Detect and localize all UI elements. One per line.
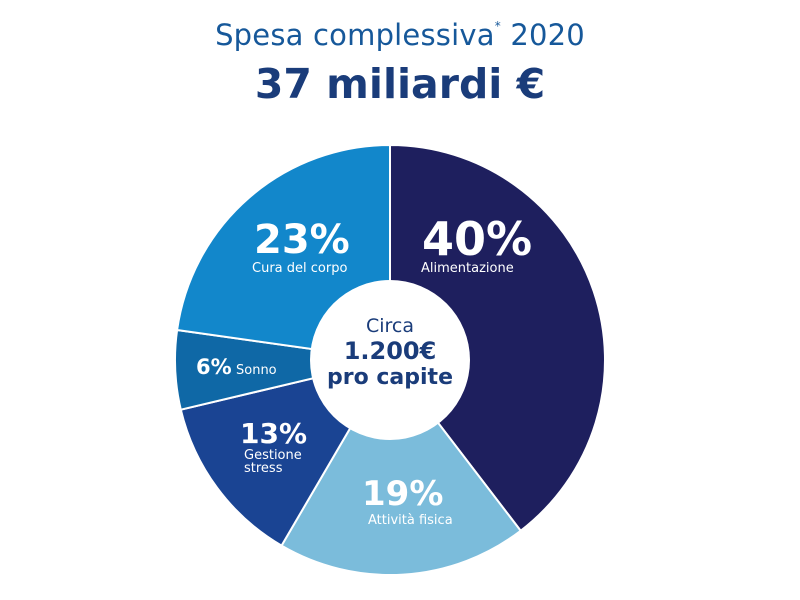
center-line-2: 1.200€ [344,337,437,365]
title-asterisk: * [494,19,501,34]
title-text: Spesa complessiva [215,18,495,52]
center-line-1: Circa [366,315,414,337]
label-pct-sonno: 6% [196,355,232,379]
slice-attivit-fisica [280,358,523,576]
center-line-3: pro capite [327,365,453,390]
label-cat-gestione-1: Gestione [244,448,302,463]
label-pct-cura: 23% [254,217,350,263]
label-pct-gestione: 13% [240,417,307,450]
label-pct-alimentazione: 40% [422,212,532,266]
chart-title: Spesa complessiva* 2020 [0,18,800,52]
label-cat-cura: Cura del corpo [252,261,347,276]
label-pct-attivita: 19% [362,474,443,514]
slices-group [174,143,606,576]
slice-alimentazione [389,143,606,533]
label-cat-sonno: Sonno [236,363,277,378]
title-year: 2020 [510,18,585,52]
label-cat-gestione-2: stress [244,461,283,476]
label-cat-attivita: Attività fisica [368,513,453,528]
label-cat-alimentazione: Alimentazione [421,261,514,276]
chart-headline: 37 miliardi € [254,60,546,108]
donut-hole [310,280,470,440]
